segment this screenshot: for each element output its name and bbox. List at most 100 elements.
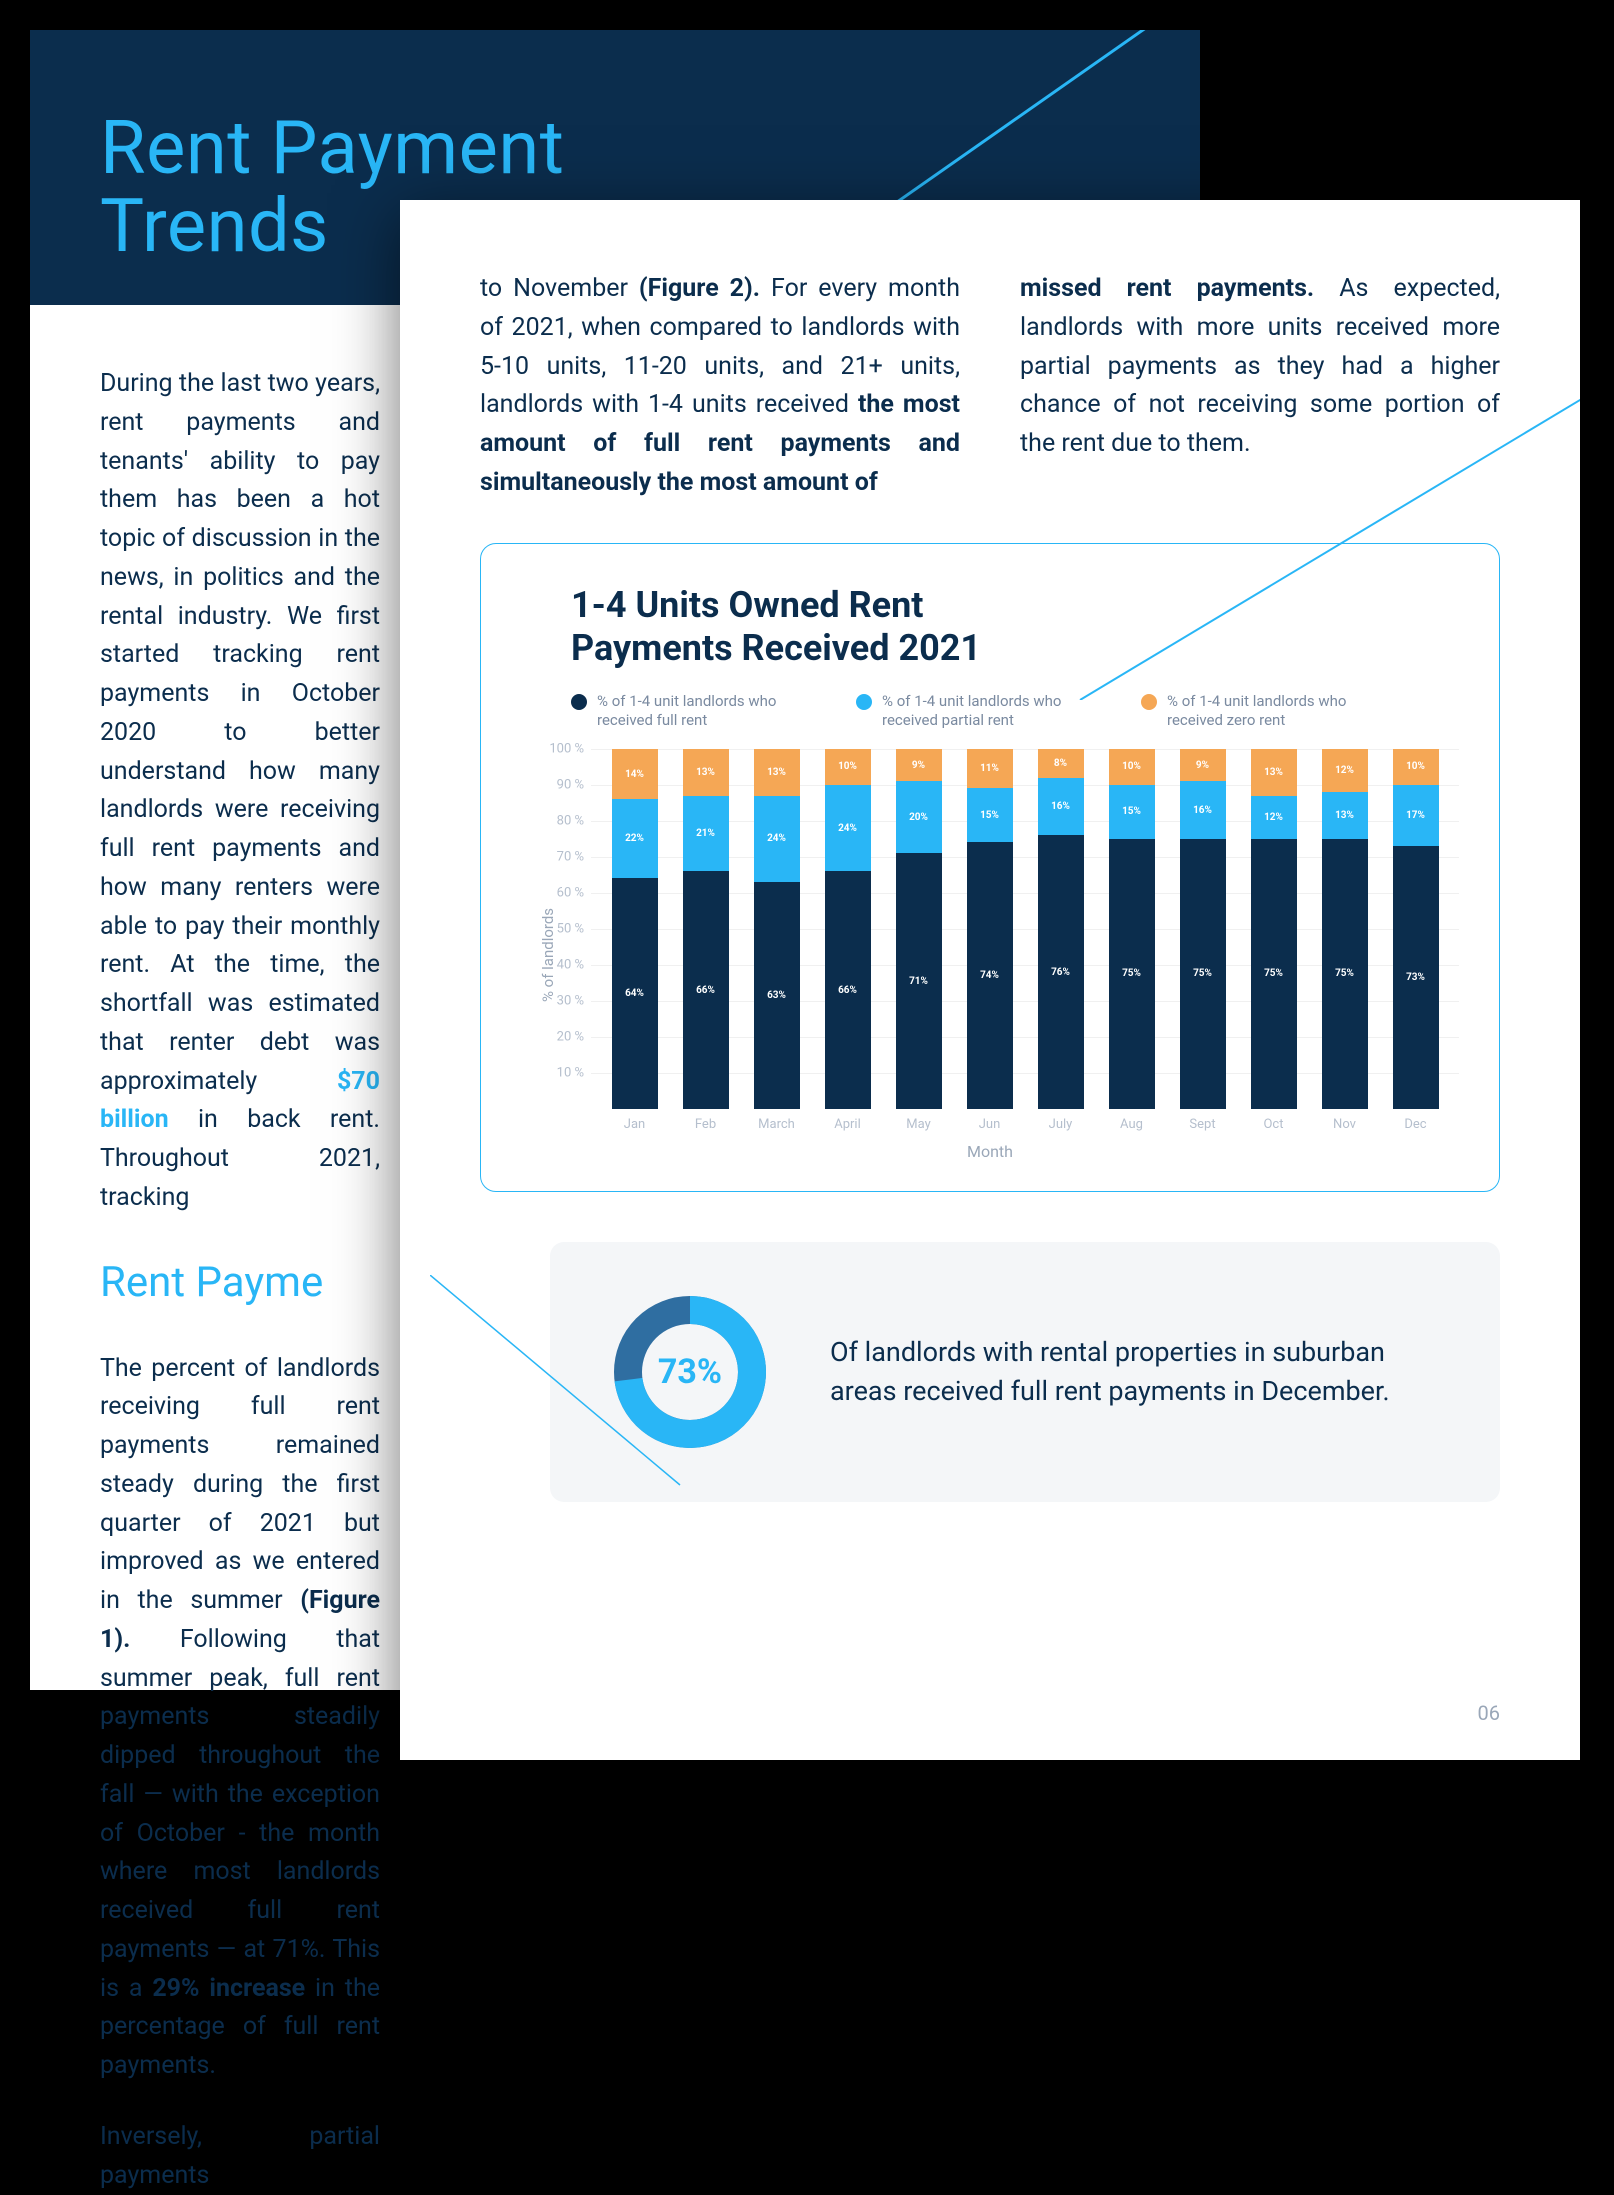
- bar-segment: 15%: [1109, 785, 1155, 839]
- bar-segment: 75%: [1322, 839, 1368, 1109]
- bar-segment: 16%: [1180, 781, 1226, 839]
- bar-segment: 21%: [683, 796, 729, 872]
- bar-column: 9%16%75%: [1180, 749, 1226, 1109]
- chart-x-axis-label: Month: [521, 1142, 1459, 1161]
- bar-segment: 75%: [1109, 839, 1155, 1109]
- bar-segment: 14%: [612, 749, 658, 799]
- bar-segment: 71%: [896, 853, 942, 1109]
- chart-card: 1-4 Units Owned Rent Payments Received 2…: [480, 543, 1500, 1192]
- bar-column: 13%12%75%: [1251, 749, 1297, 1109]
- bar-column: 8%16%76%: [1038, 749, 1084, 1109]
- y-tick-label: 50 %: [539, 921, 584, 936]
- page-title-line2: Trends: [100, 183, 329, 270]
- front-column-2: missed rent payments. As expected, landl…: [1020, 270, 1500, 503]
- bar-segment: 10%: [1393, 749, 1439, 785]
- bar-segment: 75%: [1251, 839, 1297, 1109]
- y-tick-label: 40 %: [539, 957, 584, 972]
- bar-segment: 66%: [825, 871, 871, 1109]
- x-tick-label: Oct: [1251, 1117, 1297, 1132]
- legend-swatch: [1141, 694, 1157, 710]
- x-tick-label: Sept: [1180, 1117, 1226, 1132]
- bar-segment: 24%: [825, 785, 871, 871]
- bar-column: 14%22%64%: [612, 749, 658, 1109]
- bar-segment: 8%: [1038, 749, 1084, 778]
- legend-swatch: [856, 694, 872, 710]
- front-page: to November (Figure 2). For every month …: [400, 200, 1580, 1760]
- chart-bars: 14%22%64%13%21%66%13%24%63%10%24%66%9%20…: [591, 749, 1459, 1109]
- bar-segment: 76%: [1038, 835, 1084, 1109]
- back-paragraph-2: The percent of landlords receiving full …: [100, 1350, 380, 2086]
- bar-segment: 74%: [967, 842, 1013, 1108]
- bar-segment: 22%: [612, 799, 658, 878]
- x-tick-label: March: [754, 1117, 800, 1132]
- y-tick-label: 10 %: [539, 1065, 584, 1080]
- legend-swatch: [571, 694, 587, 710]
- y-tick-label: 70 %: [539, 849, 584, 864]
- back-subtitle: Rent Payme: [100, 1250, 380, 1315]
- bar-segment: 10%: [1109, 749, 1155, 785]
- page-number: 06: [1478, 1701, 1500, 1725]
- legend-label: % of 1-4 unit landlords who received zer…: [1167, 692, 1381, 731]
- bar-segment: 9%: [896, 749, 942, 781]
- legend-item: % of 1-4 unit landlords who received par…: [856, 692, 1096, 731]
- bar-segment: 66%: [683, 871, 729, 1109]
- stat-donut: 73%: [605, 1287, 775, 1457]
- y-tick-label: 20 %: [539, 1029, 584, 1044]
- bar-segment: 75%: [1180, 839, 1226, 1109]
- bar-segment: 73%: [1393, 846, 1439, 1109]
- bar-column: 10%24%66%: [825, 749, 871, 1109]
- bar-segment: 13%: [683, 749, 729, 796]
- page-title-line1: Rent Payment: [100, 105, 565, 192]
- bar-segment: 24%: [754, 796, 800, 882]
- bar-segment: 16%: [1038, 778, 1084, 836]
- chart-title: 1-4 Units Owned Rent Payments Received 2…: [571, 584, 1459, 670]
- bar-column: 12%13%75%: [1322, 749, 1368, 1109]
- bar-segment: 13%: [1251, 749, 1297, 796]
- front-column-1: to November (Figure 2). For every month …: [480, 270, 960, 503]
- bar-segment: 17%: [1393, 785, 1439, 846]
- chart-plot-area: 10 %20 %30 %40 %50 %60 %70 %80 %90 %100 …: [591, 749, 1459, 1109]
- x-tick-label: Feb: [683, 1117, 729, 1132]
- front-text-columns: to November (Figure 2). For every month …: [400, 200, 1580, 503]
- back-paragraph-1: During the last two years, rent payments…: [100, 365, 380, 1218]
- legend-item: % of 1-4 unit landlords who received ful…: [571, 692, 811, 731]
- x-tick-label: Nov: [1322, 1117, 1368, 1132]
- bar-segment: 12%: [1322, 749, 1368, 792]
- bar-column: 9%20%71%: [896, 749, 942, 1109]
- legend-item: % of 1-4 unit landlords who received zer…: [1141, 692, 1381, 731]
- x-tick-label: Jun: [967, 1117, 1013, 1132]
- chart-wrap: % of landlords 10 %20 %30 %40 %50 %60 %7…: [521, 749, 1459, 1161]
- bar-column: 10%17%73%: [1393, 749, 1439, 1109]
- x-tick-label: July: [1038, 1117, 1084, 1132]
- bar-segment: 15%: [967, 788, 1013, 842]
- bar-column: 13%21%66%: [683, 749, 729, 1109]
- y-tick-label: 30 %: [539, 993, 584, 1008]
- x-tick-label: Aug: [1109, 1117, 1155, 1132]
- y-tick-label: 90 %: [539, 777, 584, 792]
- bar-column: 11%15%74%: [967, 749, 1013, 1109]
- back-paragraph-3: Inversely, partial payments: [100, 2118, 380, 2195]
- stat-percent-label: 73%: [605, 1287, 775, 1457]
- y-tick-label: 60 %: [539, 885, 584, 900]
- bar-segment: 9%: [1180, 749, 1226, 781]
- legend-label: % of 1-4 unit landlords who received ful…: [597, 692, 811, 731]
- x-tick-label: April: [825, 1117, 871, 1132]
- x-tick-label: Dec: [1393, 1117, 1439, 1132]
- chart-x-ticks: Jan Feb March April May Jun July Aug Sept Oct Nov D…: [591, 1109, 1459, 1132]
- bar-column: 13%24%63%: [754, 749, 800, 1109]
- bar-segment: 64%: [612, 878, 658, 1108]
- x-tick-label: May: [896, 1117, 942, 1132]
- stat-text: Of landlords with rental properties in s…: [830, 1333, 1445, 1411]
- bar-segment: 20%: [896, 781, 942, 853]
- y-tick-label: 100 %: [539, 741, 584, 756]
- bar-column: 10%15%75%: [1109, 749, 1155, 1109]
- bar-segment: 13%: [754, 749, 800, 796]
- x-tick-label: Jan: [612, 1117, 658, 1132]
- bar-segment: 13%: [1322, 792, 1368, 839]
- stat-card: 73% Of landlords with rental properties …: [550, 1242, 1500, 1502]
- bar-segment: 12%: [1251, 796, 1297, 839]
- back-page-body: During the last two years, rent payments…: [30, 305, 450, 2195]
- y-tick-label: 80 %: [539, 813, 584, 828]
- bar-segment: 11%: [967, 749, 1013, 789]
- legend-label: % of 1-4 unit landlords who received par…: [882, 692, 1096, 731]
